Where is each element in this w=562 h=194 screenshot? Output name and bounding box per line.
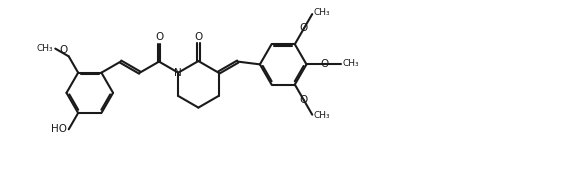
Text: N: N [174,68,182,78]
Text: O: O [194,32,202,42]
Text: HO: HO [51,124,67,134]
Text: O: O [60,45,67,55]
Text: O: O [155,32,163,42]
Text: CH₃: CH₃ [37,44,53,53]
Text: O: O [300,95,308,105]
Text: CH₃: CH₃ [314,111,330,120]
Text: CH₃: CH₃ [343,59,360,68]
Text: O: O [320,59,329,69]
Text: CH₃: CH₃ [314,9,330,17]
Text: O: O [300,23,308,33]
